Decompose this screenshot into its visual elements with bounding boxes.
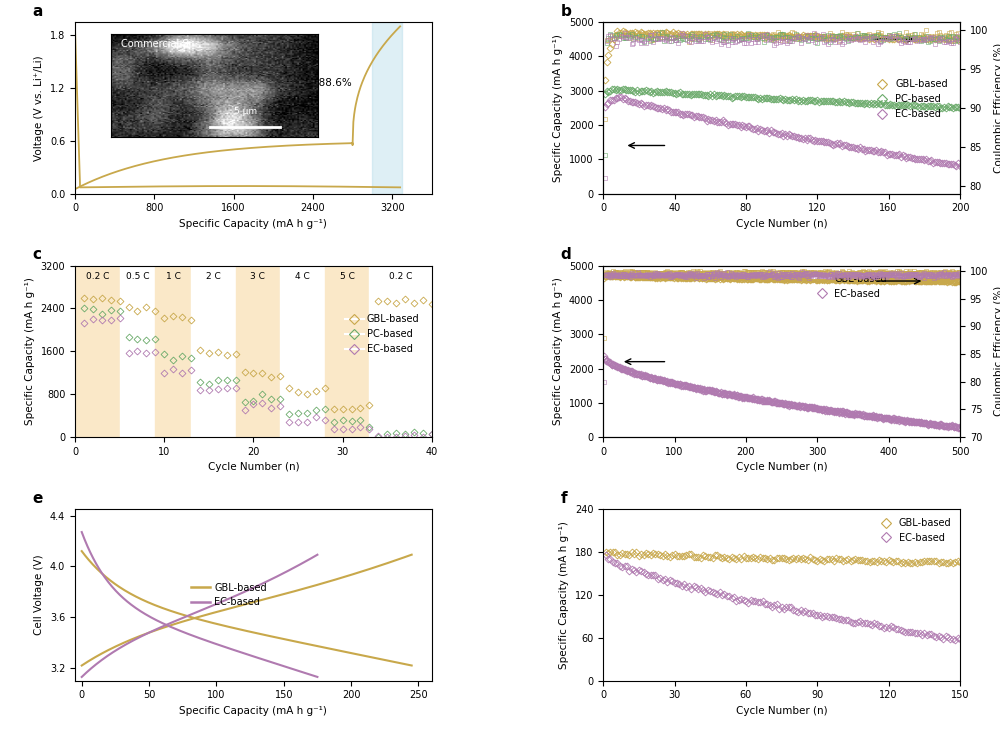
Bar: [155, 266, 191, 437]
Legend: GBL-based, PC-based, EC-based: GBL-based, PC-based, EC-based: [869, 75, 952, 123]
Bar: [236, 266, 280, 437]
Text: 0.2 C: 0.2 C: [389, 272, 412, 281]
X-axis label: Cycle Number (n): Cycle Number (n): [736, 219, 827, 229]
X-axis label: Cycle Number (n): Cycle Number (n): [736, 463, 827, 472]
Bar: [75, 266, 120, 437]
Text: 1 C: 1 C: [166, 272, 181, 281]
Text: ICE=88.6%: ICE=88.6%: [293, 78, 352, 88]
Text: 3 C: 3 C: [250, 272, 265, 281]
Text: f: f: [560, 490, 567, 506]
Y-axis label: Coulombic Efficiency (%): Coulombic Efficiency (%): [994, 42, 1000, 173]
Bar: [369, 266, 432, 437]
X-axis label: Cycle Number (n): Cycle Number (n): [208, 463, 299, 472]
Text: e: e: [32, 490, 43, 506]
Text: a: a: [32, 4, 43, 18]
Text: 2 C: 2 C: [206, 272, 221, 281]
Y-axis label: Specific Capacity (mA h g⁻¹): Specific Capacity (mA h g⁻¹): [25, 277, 35, 425]
Y-axis label: Cell Voltage (V): Cell Voltage (V): [34, 555, 44, 635]
Text: 4 C: 4 C: [295, 272, 310, 281]
Y-axis label: Coulombic Efficiency (%): Coulombic Efficiency (%): [994, 286, 1000, 417]
Bar: [120, 266, 155, 437]
Text: c: c: [32, 247, 41, 262]
Text: b: b: [560, 4, 571, 18]
Bar: [325, 266, 369, 437]
Legend: GBL-based, PC-based, EC-based: GBL-based, PC-based, EC-based: [341, 310, 423, 358]
Bar: [372, 22, 402, 193]
Text: 0.2 C: 0.2 C: [86, 272, 109, 281]
Text: 5 C: 5 C: [340, 272, 355, 281]
Legend: GBL-based, EC-based: GBL-based, EC-based: [872, 514, 955, 547]
Y-axis label: Specific Capacity (mA h g⁻¹): Specific Capacity (mA h g⁻¹): [553, 277, 563, 425]
Legend: GBL-based, EC-based: GBL-based, EC-based: [808, 270, 891, 302]
Y-axis label: Specific Capacity (mA h g⁻¹): Specific Capacity (mA h g⁻¹): [559, 521, 569, 669]
Bar: [280, 266, 325, 437]
Text: 0.5 C: 0.5 C: [126, 272, 149, 281]
Text: d: d: [560, 247, 571, 262]
Y-axis label: Specific Capacity (mA h g⁻¹): Specific Capacity (mA h g⁻¹): [553, 34, 563, 182]
X-axis label: Specific Capacity (mA h g⁻¹): Specific Capacity (mA h g⁻¹): [179, 219, 327, 229]
Y-axis label: Voltage (V vs. Li⁺/Li): Voltage (V vs. Li⁺/Li): [34, 55, 44, 160]
X-axis label: Specific Capacity (mA h g⁻¹): Specific Capacity (mA h g⁻¹): [179, 706, 327, 716]
Legend: GBL-based, EC-based: GBL-based, EC-based: [187, 579, 271, 611]
X-axis label: Cycle Number (n): Cycle Number (n): [736, 706, 827, 716]
Bar: [191, 266, 236, 437]
